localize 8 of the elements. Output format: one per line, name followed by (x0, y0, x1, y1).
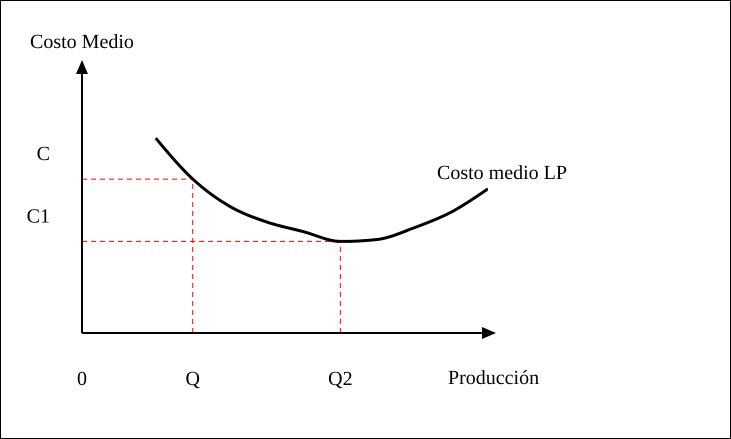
ref-line-label: C1 (26, 206, 50, 228)
x-tick-label: 0 (77, 368, 87, 390)
x-tick-label: Q2 (328, 368, 353, 390)
x-tick-label: Q (186, 368, 200, 390)
y-axis-title: Costo Medio (30, 31, 134, 53)
series-label: Costo medio LP (437, 162, 568, 184)
ref-line-label: C (36, 143, 50, 166)
x-axis-title: Producción (448, 367, 540, 389)
